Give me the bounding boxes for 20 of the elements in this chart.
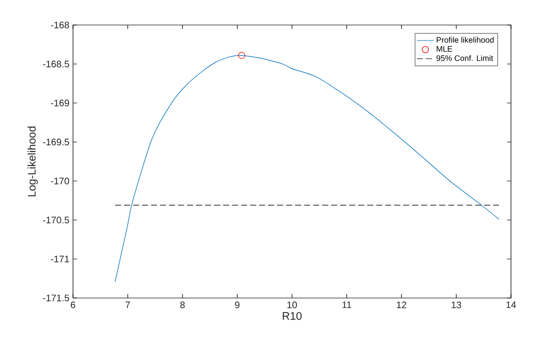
y-tick-label: -171.5 (43, 294, 70, 302)
x-tick-label: 9 (235, 302, 240, 308)
x-tick-label: 10 (287, 302, 297, 308)
x-tick-label: 7 (126, 302, 130, 308)
y-tick-label: -168 (50, 22, 70, 28)
y-tick-label: -169.5 (43, 138, 70, 146)
y-tick-label: -170 (50, 178, 70, 184)
x-tick-label: 6 (70, 302, 76, 308)
x-tick-label: 12 (396, 302, 406, 308)
y-tick-label: -171 (50, 256, 70, 262)
x-tick-label: 11 (342, 302, 352, 308)
x-tick-label: 13 (452, 302, 462, 308)
x-axis-title: R10 (282, 312, 302, 320)
y-axis-title: Log-Likelihood (28, 126, 38, 196)
x-tick-label: 8 (180, 302, 185, 308)
line-series (114, 55, 500, 282)
y-tick-label: -170.5 (43, 216, 70, 224)
x-tick-label: 14 (506, 302, 516, 308)
y-tick-label: -168.5 (43, 60, 70, 68)
y-tick-label: -169 (50, 100, 70, 106)
